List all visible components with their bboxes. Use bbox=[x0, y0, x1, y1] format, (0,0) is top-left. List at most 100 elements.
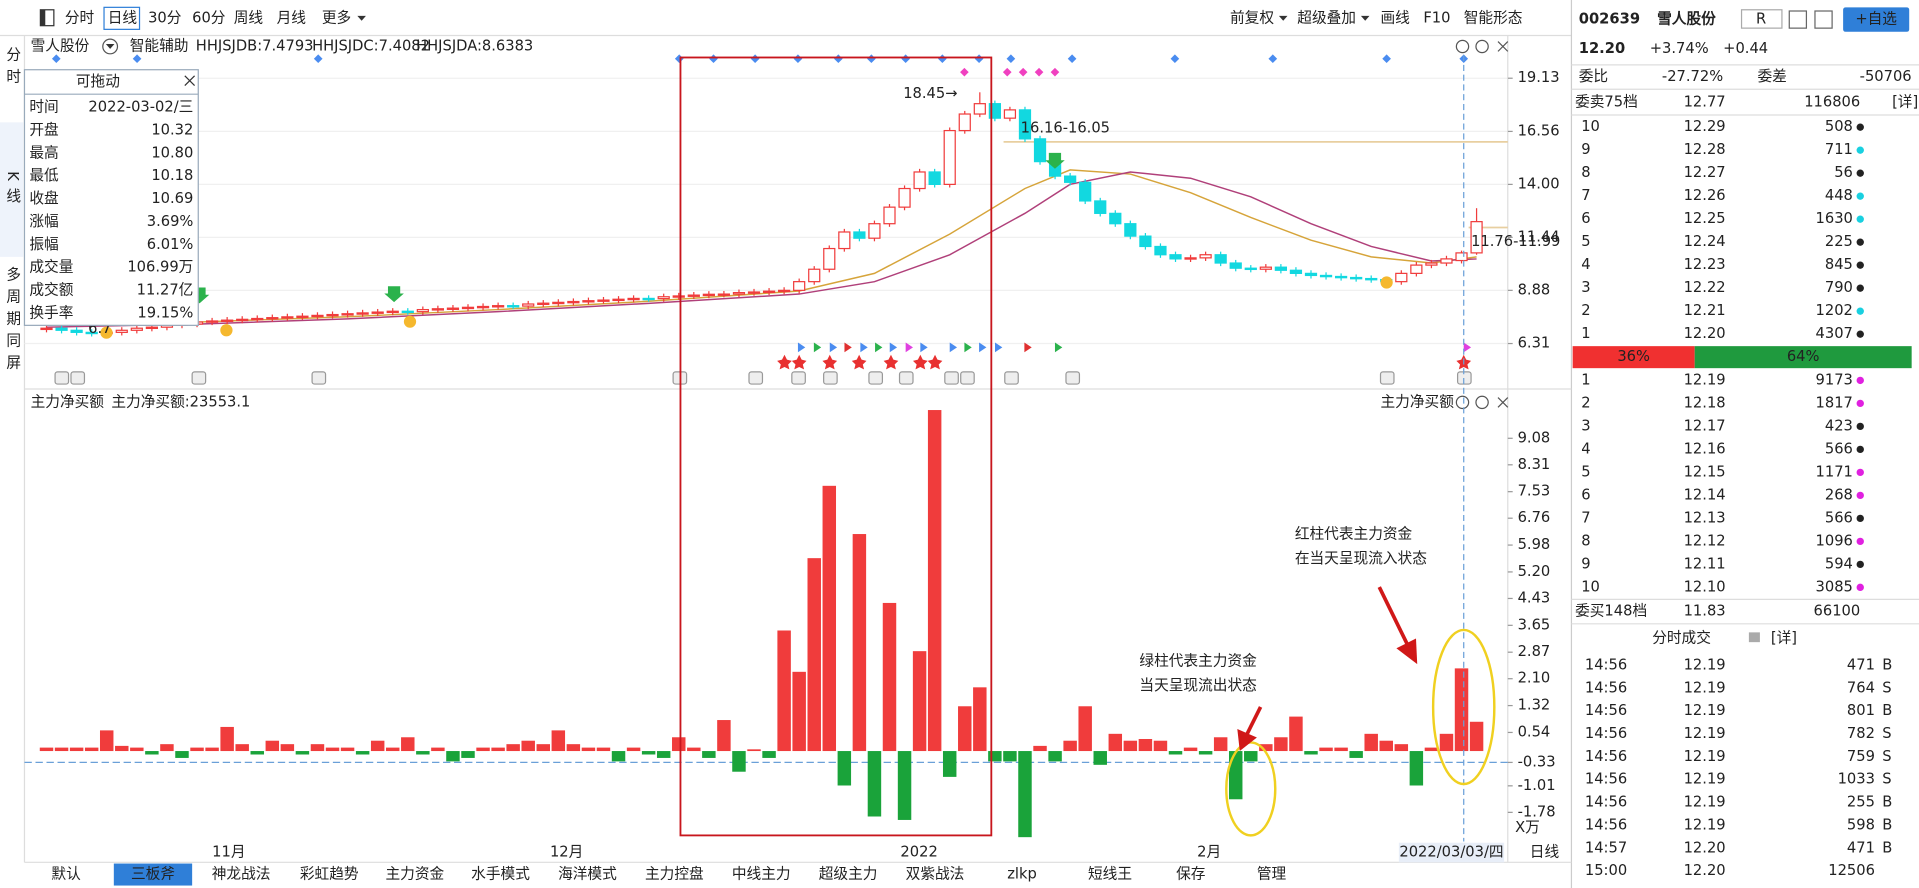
tool-button[interactable]: 智能形态 bbox=[1464, 8, 1523, 26]
strategy-tab[interactable]: zlkp bbox=[1007, 866, 1037, 883]
event-icon[interactable] bbox=[748, 371, 764, 385]
signal-diamond bbox=[313, 54, 323, 64]
strategy-tab[interactable]: 保存 bbox=[1176, 866, 1206, 883]
strategy-tab[interactable]: 双紫战法 bbox=[906, 866, 965, 883]
candle-body bbox=[672, 295, 685, 298]
strategy-tab[interactable]: 短线王 bbox=[1088, 866, 1132, 883]
strategy-tab[interactable]: 默认 bbox=[51, 866, 81, 883]
flow-bar bbox=[912, 651, 927, 752]
tool-button[interactable]: 前复权 bbox=[1230, 8, 1274, 26]
settings-icon[interactable] bbox=[1455, 39, 1470, 54]
stock-name: 雪人股份 bbox=[31, 37, 90, 54]
candle-body bbox=[1455, 252, 1468, 262]
info-label: 成交量 bbox=[29, 258, 73, 276]
strategy-tab[interactable]: 中线主力 bbox=[732, 866, 791, 883]
side-tab[interactable]: 分时 bbox=[4, 46, 21, 90]
diff-value: -50706 bbox=[1860, 68, 1912, 85]
help-icon[interactable] bbox=[1475, 395, 1489, 410]
period-tab[interactable]: 月线 bbox=[277, 9, 307, 26]
candle-body bbox=[958, 113, 971, 132]
trade-time: 14:56 bbox=[1585, 817, 1627, 834]
flag-marker bbox=[905, 342, 913, 353]
flow-bar bbox=[1213, 737, 1228, 752]
flow-bar bbox=[596, 747, 611, 752]
candle-body bbox=[567, 300, 580, 304]
more-menu[interactable]: 更多 bbox=[322, 9, 351, 26]
book-volume: 225 bbox=[1825, 233, 1853, 250]
candle-body bbox=[702, 293, 715, 297]
detail-link[interactable]: [详] bbox=[1892, 94, 1918, 111]
close-icon[interactable] bbox=[1497, 41, 1509, 52]
book-dot bbox=[1856, 376, 1864, 385]
signal-diamond bbox=[867, 54, 876, 64]
add-watch-label[interactable]: +自选 bbox=[1855, 11, 1897, 28]
info-label: 最低 bbox=[29, 167, 59, 184]
side-tab[interactable]: 多周期同屏 bbox=[4, 267, 21, 377]
period-label: 日线 bbox=[1530, 844, 1560, 861]
candle-body bbox=[1425, 262, 1438, 266]
event-icon[interactable] bbox=[868, 371, 884, 385]
price-tick-label: 8.88 bbox=[1518, 281, 1551, 298]
alert-icon[interactable] bbox=[1788, 10, 1808, 29]
period-tab[interactable]: 日线 bbox=[108, 9, 138, 26]
tool-button[interactable]: 画线 bbox=[1381, 9, 1411, 26]
moving-average bbox=[46, 171, 1477, 328]
settings-icon[interactable] bbox=[1455, 395, 1470, 410]
event-icon[interactable] bbox=[191, 371, 207, 385]
strategy-tab[interactable]: 海洋模式 bbox=[558, 866, 617, 883]
assist-toggle[interactable] bbox=[102, 38, 119, 55]
strategy-tab[interactable]: 水手模式 bbox=[471, 866, 530, 883]
tool-button[interactable]: 超级叠加 bbox=[1297, 9, 1356, 26]
side-tab[interactable]: K线 bbox=[4, 171, 21, 210]
share-icon[interactable] bbox=[1814, 10, 1833, 29]
period-tab[interactable]: 60分 bbox=[192, 9, 226, 26]
flow-bar bbox=[717, 720, 731, 752]
strategy-tab[interactable]: 超级主力 bbox=[819, 866, 878, 883]
event-icon[interactable] bbox=[823, 371, 838, 385]
trade-time: 14:56 bbox=[1585, 702, 1627, 719]
flow-bar bbox=[1409, 751, 1424, 786]
period-tab[interactable]: 30分 bbox=[148, 9, 182, 26]
event-icon[interactable] bbox=[1379, 371, 1395, 385]
flag-marker bbox=[797, 342, 806, 353]
flow-bar bbox=[687, 747, 701, 752]
flow-bar bbox=[370, 740, 385, 752]
trade-volume: 801 bbox=[1847, 702, 1875, 719]
add-watch-button[interactable] bbox=[1843, 7, 1910, 32]
help-icon[interactable] bbox=[1475, 39, 1489, 54]
event-icon[interactable] bbox=[791, 371, 806, 385]
ratio-bar bbox=[1572, 346, 1695, 369]
period-tab[interactable]: 分时 bbox=[65, 9, 95, 26]
event-icon[interactable] bbox=[1004, 371, 1019, 385]
candle-body bbox=[1395, 272, 1408, 283]
tool-button[interactable]: F10 bbox=[1423, 9, 1450, 26]
period-tab[interactable]: 周线 bbox=[234, 9, 264, 26]
strategy-tab[interactable]: 管理 bbox=[1257, 866, 1287, 883]
event-icon[interactable] bbox=[54, 371, 70, 385]
candle-body bbox=[1064, 175, 1077, 183]
flow-tick-label: 9.08 bbox=[1518, 429, 1551, 446]
strategy-tab[interactable]: 主力控盘 bbox=[645, 865, 704, 883]
detail-link[interactable]: [详] bbox=[1771, 629, 1797, 646]
candle-body bbox=[416, 308, 429, 313]
flow-bar bbox=[1033, 745, 1047, 752]
event-icon[interactable] bbox=[70, 371, 86, 385]
book-level: 6 bbox=[1581, 210, 1590, 227]
close-icon[interactable] bbox=[1497, 397, 1509, 408]
flow-bar bbox=[1228, 751, 1243, 800]
candle-body bbox=[627, 297, 640, 301]
event-icon[interactable] bbox=[898, 371, 914, 385]
event-icon[interactable] bbox=[1065, 371, 1081, 385]
event-icon[interactable] bbox=[311, 371, 327, 385]
flow-title: 主力净买额 bbox=[31, 393, 105, 410]
strategy-tab[interactable]: 三板斧 bbox=[131, 865, 175, 883]
strategy-tab[interactable]: 彩虹趋势 bbox=[300, 866, 359, 883]
event-icon[interactable] bbox=[960, 371, 975, 385]
cursor-date: 2022/03/03/四 bbox=[1399, 844, 1503, 861]
strategy-tab[interactable]: 神龙战法 bbox=[212, 866, 271, 883]
event-icon[interactable] bbox=[944, 371, 959, 385]
book-dot bbox=[1856, 284, 1864, 292]
info-box-close[interactable] bbox=[184, 75, 196, 87]
candle-body bbox=[898, 187, 911, 208]
strategy-tab[interactable]: 主力资金 bbox=[386, 866, 445, 883]
